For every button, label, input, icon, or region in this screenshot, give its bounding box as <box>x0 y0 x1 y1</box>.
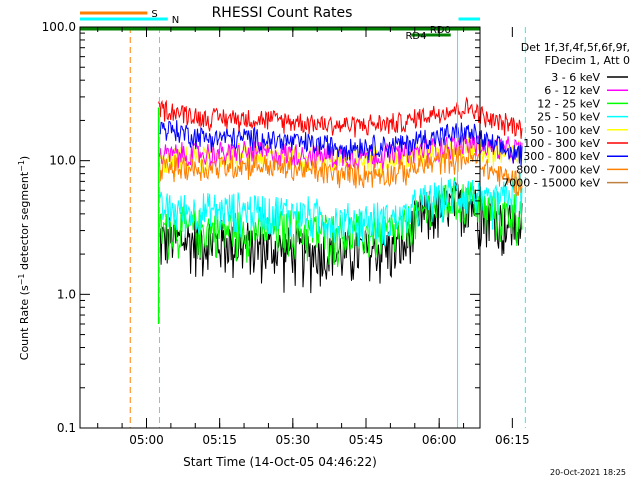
y-axis-label-exponent: −1 <box>17 274 26 286</box>
series-line <box>158 96 523 139</box>
axes-layer: 0.1 1.0 10.0 100.0 05:00 05:15 05:30 05:45 06:00… <box>42 20 530 447</box>
legend-entry-label: 3 - 6 keV <box>551 71 600 84</box>
series-line <box>158 133 523 171</box>
legend-header-line: FDecim 1, Att 0 <box>545 54 630 67</box>
y-tick-label: 0.1 <box>57 421 76 435</box>
legend-entry-label: 12 - 25 keV <box>537 97 600 110</box>
legend-entry-label: 25 - 50 keV <box>537 111 600 124</box>
legend-entry-label: 800 - 7000 keV <box>516 163 600 176</box>
legend-entry-label: 6 - 12 keV <box>544 84 600 97</box>
series-layer <box>157 96 523 324</box>
y-tick-label: 1.0 <box>57 287 76 301</box>
chart-title: RHESSI Count Rates <box>212 5 353 21</box>
y-axis-label-part: Count Rate (s <box>18 285 31 360</box>
state-bar-label: N <box>172 15 179 26</box>
state-bar-label: RD4 <box>405 31 426 42</box>
generation-timestamp: 20-Oct-2021 18:25 <box>550 468 626 477</box>
x-tick-label: 05:30 <box>276 433 311 447</box>
legend-entry-label: 100 - 300 keV <box>523 137 600 150</box>
x-tick-label: 06:15 <box>495 433 530 447</box>
series-line <box>158 146 523 197</box>
x-axis-label: Start Time (14-Oct-05 04:46:22) <box>183 455 377 469</box>
x-tick-label: 05:00 <box>129 433 164 447</box>
legend-entry-label: 7000 - 15000 keV <box>502 177 600 190</box>
series-line <box>158 173 523 247</box>
series-line <box>158 181 523 294</box>
state-bar-label: RD0 <box>430 25 451 36</box>
legend-entry-label: 300 - 800 keV <box>523 150 600 163</box>
x-tick-label: 05:15 <box>202 433 237 447</box>
series-line <box>158 120 523 167</box>
y-axis-label: Count Rate (s−1 detector segment−1) <box>17 156 32 360</box>
y-axis-label-part: detector segment <box>18 171 31 273</box>
x-tick-label: 06:00 <box>422 433 457 447</box>
legend: Det 1f,3f,4f,5f,6f,9f, FDecim 1, Att 0 3… <box>502 41 630 190</box>
y-tick-label: 100.0 <box>42 20 76 34</box>
legend-entry-label: 50 - 100 keV <box>530 124 600 137</box>
overlay-layer: S N RD0 RD4 <box>80 9 526 428</box>
state-bar-label: S <box>151 9 157 20</box>
y-axis-label-part: ) <box>18 156 31 160</box>
y-axis-label-exponent: −1 <box>17 160 26 172</box>
legend-header-line: Det 1f,3f,4f,5f,6f,9f, <box>521 41 630 54</box>
y-tick-label: 10.0 <box>49 154 76 168</box>
plot-frame <box>79 26 481 429</box>
x-tick-label: 05:45 <box>349 433 384 447</box>
